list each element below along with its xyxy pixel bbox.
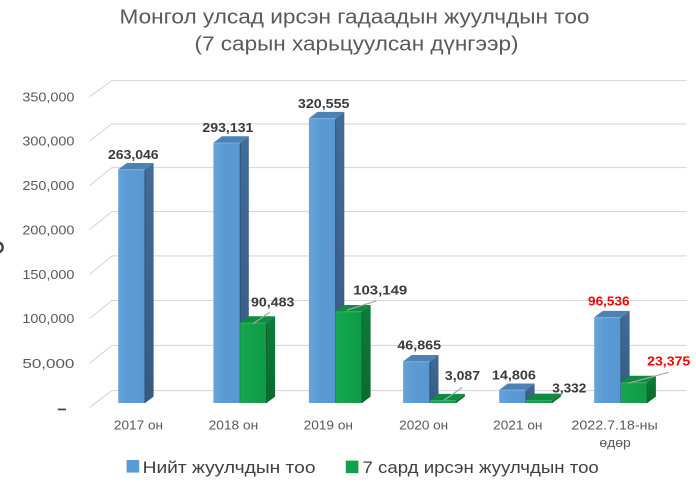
svg-text:293,131: 293,131 xyxy=(202,120,253,135)
svg-text:350,000: 350,000 xyxy=(22,89,74,104)
svg-text:150,000: 150,000 xyxy=(22,267,74,282)
svg-text:263,046: 263,046 xyxy=(108,147,159,162)
svg-text:50,000: 50,000 xyxy=(22,356,74,371)
svg-text:Монгол улсад ирсэн гадаадын жу: Монгол улсад ирсэн гадаадын жуулчдын тоо xyxy=(120,6,590,29)
svg-text:90,483: 90,483 xyxy=(251,295,294,310)
svg-text:өдөр: өдөр xyxy=(599,435,630,450)
svg-text:96,536: 96,536 xyxy=(588,294,630,309)
svg-text:250,000: 250,000 xyxy=(22,178,74,193)
svg-text:3,087: 3,087 xyxy=(445,368,480,383)
svg-text:Нийт жуулчдын тоо: Нийт жуулчдын тоо xyxy=(143,459,316,477)
svg-text:2019 он: 2019 он xyxy=(304,417,353,432)
svg-text:(7 сарын харьцуулсан дүнгээр): (7 сарын харьцуулсан дүнгээр) xyxy=(195,33,519,56)
svg-text:100,000: 100,000 xyxy=(22,311,74,326)
svg-text:2021 он: 2021 он xyxy=(493,417,542,432)
svg-text:320,555: 320,555 xyxy=(298,96,350,111)
svg-text:3,332: 3,332 xyxy=(552,380,586,395)
svg-text:7 сард ирсэн жуулчдын тоо: 7 сард ирсэн жуулчдын тоо xyxy=(363,459,599,477)
svg-text:2022.7.18-ны: 2022.7.18-ны xyxy=(571,417,657,432)
svg-text:2018 он: 2018 он xyxy=(209,417,259,432)
svg-text:200,000: 200,000 xyxy=(22,222,74,237)
svg-text:300,000: 300,000 xyxy=(22,133,74,148)
svg-text:103,149: 103,149 xyxy=(353,283,407,298)
svg-text:23,375: 23,375 xyxy=(647,354,690,369)
svg-text:46,865: 46,865 xyxy=(397,337,441,352)
svg-text:2017 он: 2017 он xyxy=(114,417,163,432)
svg-text:2020 он: 2020 он xyxy=(399,417,448,432)
svg-text:14,806: 14,806 xyxy=(492,367,536,382)
